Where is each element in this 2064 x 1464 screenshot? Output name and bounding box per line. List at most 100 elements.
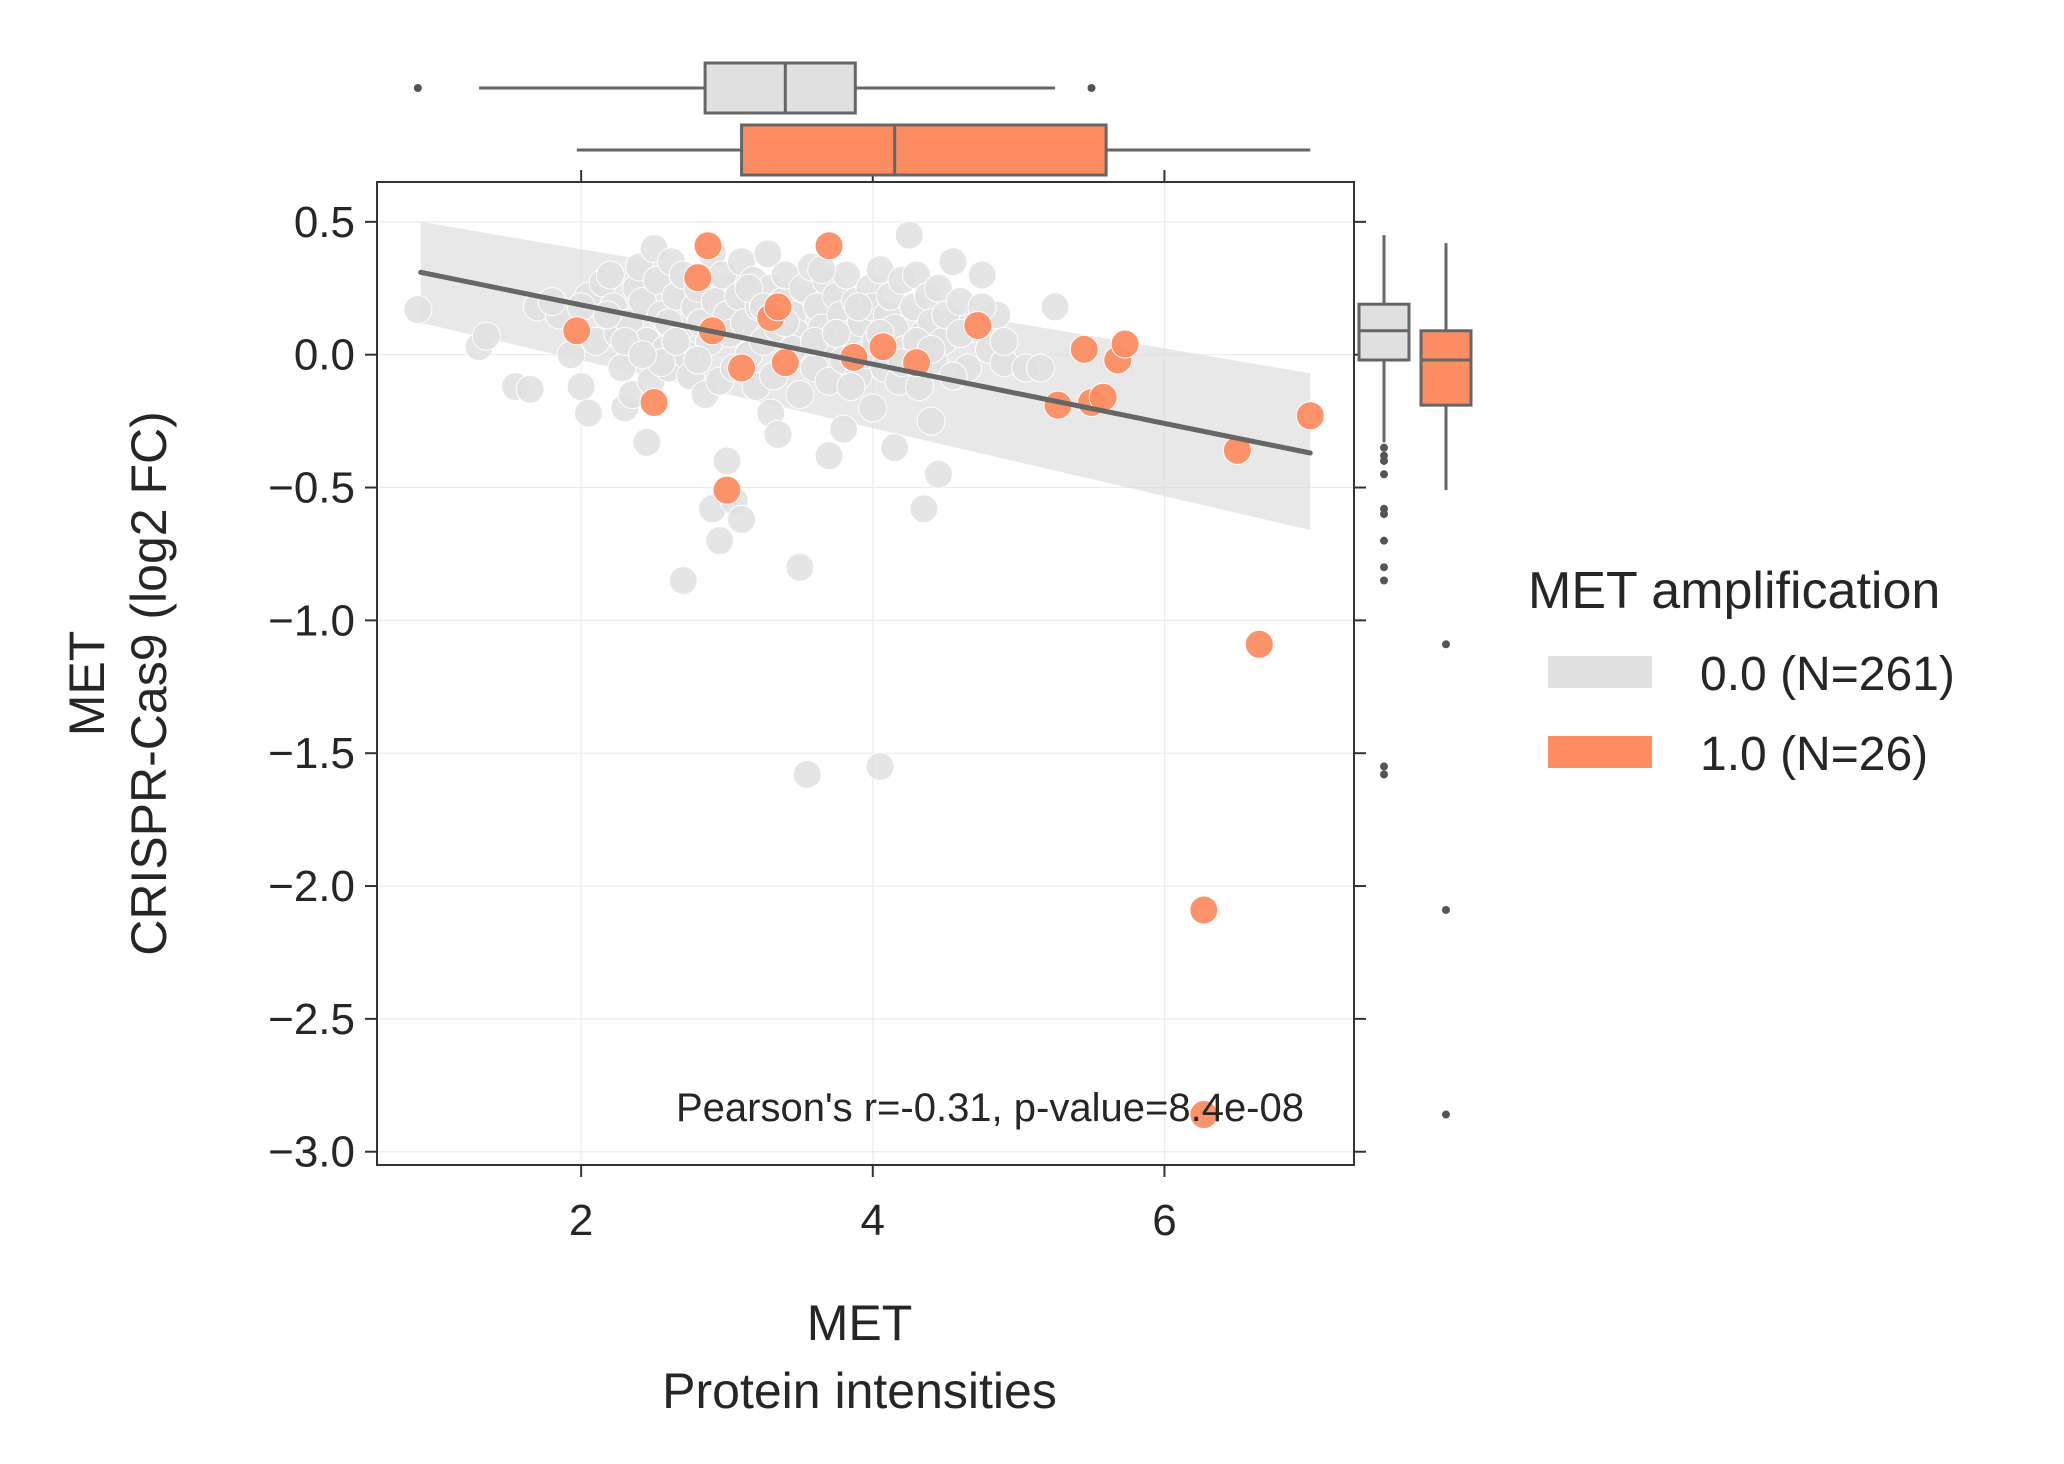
point-unamplified — [792, 759, 822, 789]
point-unamplified — [763, 419, 793, 449]
pearson-annotation: Pearson's r=-0.31, p-value=8.4e-08 — [676, 1086, 1304, 1130]
y-tick-label: −2.0 — [268, 862, 355, 911]
y-tick-label: 0.0 — [294, 331, 355, 380]
point-amplified — [1295, 401, 1325, 431]
point-unamplified — [471, 321, 501, 351]
point-unamplified — [403, 295, 433, 325]
point-amplified — [1189, 895, 1219, 925]
x-axis-label-line-1: MET — [807, 1295, 913, 1351]
marginal-y-outlier — [1380, 510, 1388, 519]
point-amplified — [763, 292, 793, 322]
marginal-x-boxplots — [413, 61, 1311, 177]
point-amplified — [683, 263, 713, 293]
y-tick-label: 0.5 — [294, 198, 355, 247]
legend-label-0: 0.0 (N=261) — [1700, 648, 1955, 701]
point-amplified — [814, 231, 844, 261]
point-unamplified — [909, 494, 939, 524]
point-unamplified — [858, 393, 888, 423]
point-unamplified — [1025, 353, 1055, 383]
axis-ticks: 2 4 6 0.5 0.0 −0.5 −1.0 −1.5 −2.0 −2.5 −3.0 — [268, 170, 1366, 1245]
y-tick-label: −3.0 — [268, 1128, 355, 1177]
marginal-y-boxplots — [1357, 235, 1473, 1119]
marginal-y-outlier — [1380, 576, 1388, 585]
point-unamplified — [894, 220, 924, 250]
y-tick-label: −2.5 — [268, 995, 355, 1044]
point-unamplified — [923, 273, 953, 303]
marginal-y-outlier — [1380, 536, 1388, 545]
marginal-y-outlier — [1380, 470, 1388, 479]
marginal-y-outlier — [1442, 905, 1450, 914]
x-tick-label: 6 — [1152, 1196, 1176, 1245]
y-tick-label: −0.5 — [268, 464, 355, 513]
point-amplified — [1244, 629, 1274, 659]
point-unamplified — [661, 326, 691, 356]
marginal-y-outlier — [1442, 640, 1450, 649]
point-unamplified — [566, 372, 596, 402]
marginal-x-outlier — [413, 84, 422, 92]
point-unamplified — [632, 427, 662, 457]
point-unamplified — [753, 239, 783, 269]
point-unamplified — [592, 300, 622, 330]
marginal-y-outlier — [1380, 456, 1388, 465]
marginal-y-outlier — [1442, 1110, 1450, 1119]
point-unamplified — [627, 340, 657, 370]
point-unamplified — [556, 340, 586, 370]
y-axis-label-line-2: CRISPR-Cas9 (log2 FC) — [121, 411, 177, 956]
y-axis-label-line-1: MET — [59, 631, 115, 737]
point-unamplified — [595, 260, 625, 290]
point-amplified — [1069, 334, 1099, 364]
legend-title: MET amplification — [1528, 562, 1940, 620]
point-unamplified — [938, 247, 968, 277]
point-unamplified — [865, 751, 895, 781]
point-unamplified — [705, 526, 735, 556]
marginal-x-box — [740, 123, 1108, 177]
marginal-y-outlier — [1380, 770, 1388, 779]
x-tick-label: 4 — [861, 1196, 885, 1245]
marginal-y-box — [1419, 329, 1473, 407]
legend-label-1: 1.0 (N=26) — [1700, 728, 1928, 781]
point-amplified — [770, 348, 800, 378]
point-unamplified — [967, 260, 997, 290]
point-unamplified — [829, 414, 859, 444]
legend: MET amplification 0.0 (N=261) 1.0 (N=26) — [1528, 562, 1955, 781]
point-unamplified — [1040, 292, 1070, 322]
marginal-y-outlier — [1380, 563, 1388, 572]
x-axis-label-line-2: Protein intensities — [662, 1363, 1057, 1419]
point-amplified — [1189, 1100, 1219, 1130]
point-unamplified — [573, 398, 603, 428]
point-unamplified — [836, 372, 866, 402]
legend-swatch-1 — [1548, 736, 1652, 768]
point-amplified — [868, 332, 898, 362]
point-unamplified — [880, 433, 910, 463]
marginal-x-box — [703, 61, 857, 115]
point-unamplified — [989, 326, 1019, 356]
point-unamplified — [916, 406, 946, 436]
x-tick-label: 2 — [569, 1196, 593, 1245]
marginal-y-outlier — [1380, 762, 1388, 771]
point-unamplified — [712, 446, 742, 476]
marginal-y-outlier — [1380, 443, 1388, 452]
y-tick-label: −1.5 — [268, 729, 355, 778]
y-tick-label: −1.0 — [268, 596, 355, 645]
point-amplified — [639, 388, 669, 418]
point-unamplified — [668, 566, 698, 596]
point-unamplified — [923, 459, 953, 489]
point-amplified — [712, 475, 742, 505]
regression-line-group — [418, 269, 1313, 456]
point-unamplified — [821, 318, 851, 348]
legend-swatch-0 — [1548, 656, 1652, 688]
point-amplified — [1110, 329, 1140, 359]
point-unamplified — [814, 441, 844, 471]
point-amplified — [963, 310, 993, 340]
plot-frame — [376, 181, 1355, 1166]
point-unamplified — [515, 374, 545, 404]
regression-line — [418, 269, 1313, 456]
point-unamplified — [843, 292, 873, 322]
point-unamplified — [683, 345, 713, 375]
point-unamplified — [727, 504, 757, 534]
point-unamplified — [785, 380, 815, 410]
point-amplified — [727, 353, 757, 383]
marginal-x-outlier — [1087, 84, 1096, 92]
point-amplified — [693, 231, 723, 261]
